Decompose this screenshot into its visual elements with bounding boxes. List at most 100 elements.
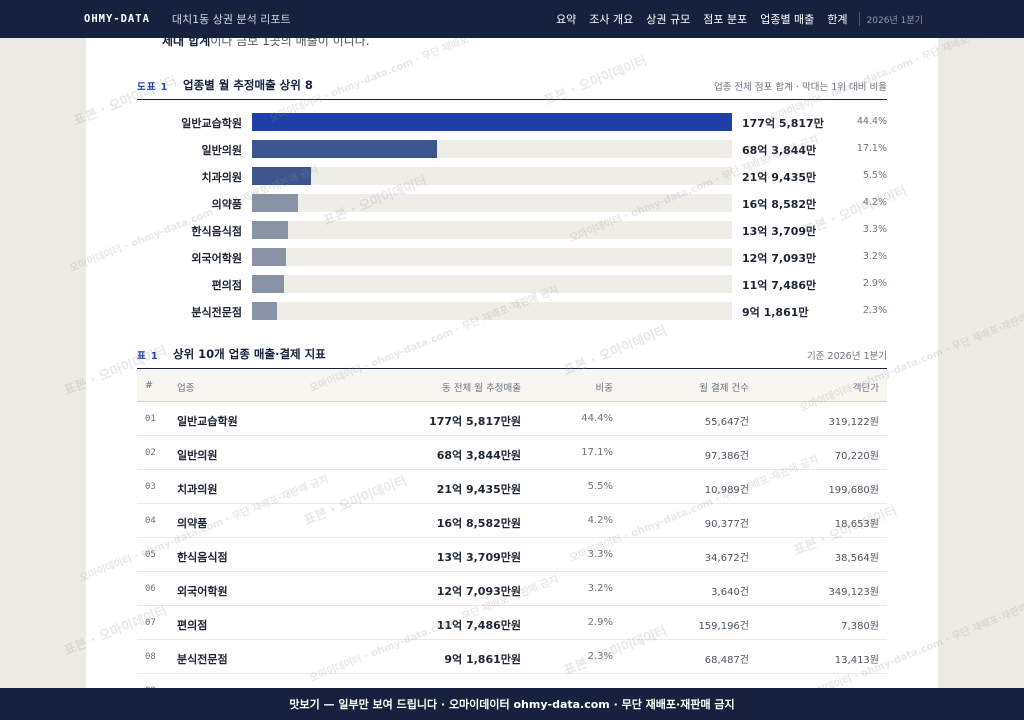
bar-row: 일반의원 68억 3,844만 17.1% (86, 140, 938, 158)
figure-note: 업종 전체 점포 합계 · 막대는 1위 대비 비율 (713, 82, 887, 93)
row-avg: 7,380원 (841, 621, 879, 632)
nav-item-overview[interactable]: 조사 개요 (589, 13, 634, 26)
bar-track (252, 113, 732, 131)
intro-rest: 이다 금보 1곳의 매출이 이니다. (210, 38, 370, 48)
bar-value-label: 177억 5,817만 (742, 117, 824, 130)
table-title: 상위 10개 업종 매출·결제 지표 (173, 347, 326, 361)
col-count: 월 결제 건수 (699, 383, 749, 394)
row-count: 68,487건 (704, 655, 749, 666)
row-sales: 177억 5,817만원 (429, 415, 521, 428)
row-rank: 09 (145, 686, 156, 688)
bar-value-label: 11억 7,486만 (742, 279, 817, 292)
bar-category-label: 일반의원 (201, 144, 242, 157)
table-row: 06 외국어학원 12억 7,093만원 3.2% 3,640건 349,123원 (137, 572, 887, 606)
bar-row: 외국어학원 12억 7,093만 3.2% (86, 248, 938, 266)
row-rank: 07 (145, 618, 156, 628)
top-bar: OHMY-DATA 대치1동 상권 분석 리포트 요약 조사 개요 상권 규모 … (0, 0, 1024, 38)
report-title: 대치1동 상권 분석 리포트 (171, 13, 291, 26)
row-rank: 03 (145, 482, 156, 492)
table-row: 05 한식음식점 13억 3,709만원 3.3% 34,672건 38,564원 (137, 538, 887, 572)
preview-footer: 맛보기 — 일부만 보여 드립니다 · 오마이데이터 ohmy-data.com… (0, 688, 1024, 720)
row-share: 4.2% (587, 515, 613, 526)
bar-share-label: 4.2% (862, 197, 887, 208)
row-industry: 의약품 (177, 517, 208, 530)
row-industry: 일반교습학원 (177, 415, 238, 428)
sales-bar-chart: 일반교습학원 177억 5,817만 44.4% 일반의원 68억 3,844만 17.1… (86, 38, 938, 338)
bar-share-label: 3.2% (862, 251, 887, 262)
nav-item-limits[interactable]: 한계 (827, 13, 848, 26)
bar-track (252, 194, 732, 212)
bar (252, 113, 732, 131)
row-count: 97,386건 (704, 451, 749, 462)
bar-row: 한식음식점 13억 3,709만 3.3% (86, 221, 938, 239)
row-avg: 18,653원 (834, 519, 879, 530)
row-share: 3.3% (587, 549, 613, 560)
row-count: 34,672건 (704, 553, 749, 564)
nav-item-summary[interactable]: 요약 (556, 13, 577, 26)
bar-track (252, 140, 732, 158)
bar (252, 221, 289, 239)
row-sales: 21억 9,435만원 (436, 483, 521, 496)
bar (252, 167, 312, 185)
row-share: 5.5% (587, 481, 613, 492)
bar-value-label: 21억 9,435만 (742, 171, 817, 184)
bar (252, 194, 298, 212)
table-header: 표 1 상위 10개 업종 매출·결제 지표 기준 2026년 1분기 (137, 343, 887, 369)
row-industry: 일반의원 (177, 449, 218, 462)
row-sales: 13억 3,709만원 (436, 551, 521, 564)
bar-row: 분식전문점 9억 1,861만 2.3% (86, 302, 938, 320)
row-count: 10,989건 (704, 485, 749, 496)
bar (252, 248, 287, 266)
nav-item-sales[interactable]: 업종별 매출 (760, 13, 815, 26)
col-rank: # (145, 380, 153, 391)
nav-item-scale[interactable]: 상권 규모 (646, 13, 691, 26)
bar-category-label: 편의점 (211, 279, 242, 292)
row-count: 90,377건 (704, 519, 749, 530)
bar-share-label: 2.3% (862, 305, 887, 316)
main-nav: 요약 조사 개요 상권 규모 점포 분포 업종별 매출 한계 2026년 1분기 (556, 0, 923, 38)
bar-track (252, 248, 732, 266)
row-share: 2.9% (587, 617, 613, 628)
nav-item-distribution[interactable]: 점포 분포 (703, 13, 748, 26)
bar-track (252, 302, 732, 320)
bar-row: 일반교습학원 177억 5,817만 44.4% (86, 113, 938, 131)
row-rank: 04 (145, 516, 156, 526)
brand-logo[interactable]: OHMY-DATA (84, 13, 150, 25)
bar-share-label: 5.5% (862, 170, 887, 181)
row-count: 55,647건 (704, 417, 749, 428)
row-sales: 9억 1,861만원 (444, 653, 521, 666)
metrics-table: # 업종 동 전체 월 추정매출 비중 월 결제 건수 객단가 01 일반교습학원… (137, 370, 887, 688)
row-count: 159,196건 (698, 621, 749, 632)
row-rank: 06 (145, 584, 156, 594)
intro-bold: 제대 합계 (162, 38, 211, 48)
nav-divider (858, 12, 860, 26)
bar-share-label: 3.3% (862, 224, 887, 235)
row-industry: 한식음식점 (177, 551, 228, 564)
row-sales: 11억 7,486만원 (436, 619, 521, 632)
intro-text: 제대 합계이다 금보 1곳의 매출이 이니다. (162, 38, 370, 49)
table-body: 01 일반교습학원 177억 5,817만원 44.4% 55,647건 319,122원… (137, 402, 887, 688)
bar-value-label: 68억 3,844만 (742, 144, 817, 157)
bar-row: 의약품 16억 8,582만 4.2% (86, 194, 938, 212)
row-rank: 02 (145, 448, 156, 458)
table-row: 08 분식전문점 9억 1,861만원 2.3% 68,487건 13,413원 (137, 640, 887, 674)
table-row: 03 치과의원 21억 9,435만원 5.5% 10,989건 199,680원 (137, 470, 887, 504)
bar-row: 편의점 11억 7,486만 2.9% (86, 275, 938, 293)
row-avg: 13,413원 (834, 655, 879, 666)
table-tag: 표 1 (137, 351, 159, 362)
bar-track (252, 275, 732, 293)
bar-value-label: 16억 8,582만 (742, 198, 817, 211)
col-industry: 업종 (177, 383, 195, 394)
bar-track (252, 221, 732, 239)
bar-row: 치과의원 21억 9,435만 5.5% (86, 167, 938, 185)
bar-value-label: 9억 1,861만 (742, 306, 809, 319)
report-page: 제대 합계이다 금보 1곳의 매출이 이니다. 도표 1 업종별 월 추정매출 … (86, 38, 938, 688)
table-row: 04 의약품 16억 8,582만원 4.2% 90,377건 18,653원 (137, 504, 887, 538)
table-note: 기준 2026년 1분기 (807, 351, 887, 362)
bar-category-label: 일반교습학원 (181, 117, 242, 130)
period-badge: 2026년 1분기 (866, 15, 923, 26)
row-avg: 349,123원 (828, 587, 879, 598)
row-sales: 16억 8,582만원 (436, 517, 521, 530)
table-row: 02 일반의원 68억 3,844만원 17.1% 97,386건 70,220원 (137, 436, 887, 470)
bar-category-label: 외국어학원 (191, 252, 242, 265)
